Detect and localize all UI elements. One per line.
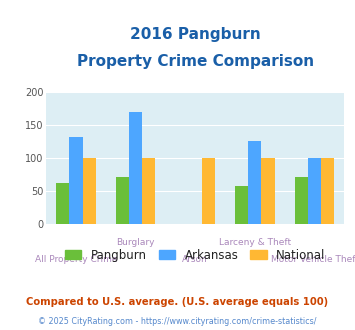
Bar xyxy=(321,158,334,224)
Bar xyxy=(248,141,261,224)
Bar xyxy=(308,158,321,224)
Text: Arson: Arson xyxy=(182,255,208,264)
Text: Compared to U.S. average. (U.S. average equals 100): Compared to U.S. average. (U.S. average … xyxy=(26,297,329,307)
Bar xyxy=(261,158,274,224)
Legend: Pangburn, Arkansas, National: Pangburn, Arkansas, National xyxy=(60,244,331,266)
Bar xyxy=(116,177,129,224)
Bar xyxy=(142,158,155,224)
Bar xyxy=(235,186,248,224)
Bar xyxy=(82,158,95,224)
Text: 2016 Pangburn: 2016 Pangburn xyxy=(130,27,261,42)
Bar xyxy=(202,158,215,224)
Text: Larceny & Theft: Larceny & Theft xyxy=(219,238,291,247)
Text: Motor Vehicle Theft: Motor Vehicle Theft xyxy=(271,255,355,264)
Bar xyxy=(129,112,142,224)
Bar xyxy=(56,183,70,224)
Text: Property Crime Comparison: Property Crime Comparison xyxy=(77,53,314,69)
Text: Burglary: Burglary xyxy=(116,238,155,247)
Bar xyxy=(70,137,82,224)
Text: © 2025 CityRating.com - https://www.cityrating.com/crime-statistics/: © 2025 CityRating.com - https://www.city… xyxy=(38,317,317,326)
Text: All Property Crime: All Property Crime xyxy=(35,255,117,264)
Bar xyxy=(295,177,308,224)
